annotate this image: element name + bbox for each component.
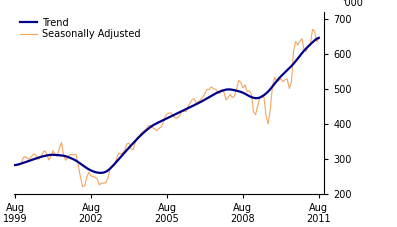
- Line: Trend: Trend: [15, 38, 319, 173]
- Trend: [245, 94, 249, 96]
- Legend: Trend, Seasonally Adjusted: Trend, Seasonally Adjusted: [19, 17, 141, 40]
- Y-axis label: '000: '000: [342, 0, 363, 8]
- Seasonally Adjusted: [245, 90, 249, 93]
- Line: Seasonally Adjusted: Seasonally Adjusted: [15, 29, 319, 187]
- Seasonally Adjusted: [13, 164, 17, 167]
- Trend: [190, 105, 195, 108]
- Seasonally Adjusted: [253, 113, 258, 116]
- Trend: [27, 159, 32, 162]
- Seasonally Adjusted: [297, 40, 302, 42]
- Trend: [15, 163, 19, 166]
- Seasonally Adjusted: [15, 163, 19, 166]
- Seasonally Adjusted: [190, 98, 195, 101]
- Trend: [316, 37, 321, 39]
- Trend: [297, 54, 302, 57]
- Trend: [99, 171, 104, 174]
- Seasonally Adjusted: [310, 28, 315, 31]
- Seasonally Adjusted: [80, 185, 85, 188]
- Seasonally Adjusted: [27, 157, 32, 160]
- Trend: [13, 164, 17, 166]
- Trend: [253, 97, 258, 99]
- Seasonally Adjusted: [316, 37, 321, 39]
